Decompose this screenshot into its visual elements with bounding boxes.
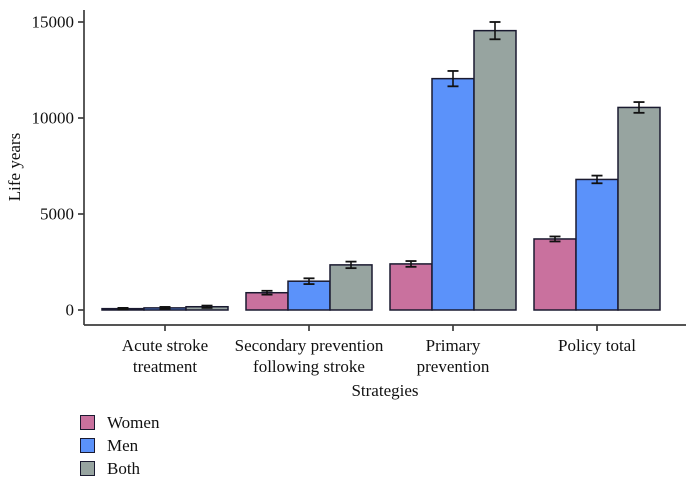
legend-swatch-women xyxy=(80,415,95,430)
bar-both-2 xyxy=(329,264,373,311)
legend-label: Men xyxy=(107,436,139,455)
legend: Women Men Both xyxy=(80,413,159,478)
bar-women-3 xyxy=(389,263,433,311)
bar-both-4 xyxy=(617,106,661,311)
bar-chart: 0 5000 10000 15000 Life years Acute stroke tre… xyxy=(5,10,686,400)
bar-women-4 xyxy=(533,238,577,311)
x-tick-label: treatment xyxy=(133,357,197,376)
legend-swatch-both xyxy=(80,461,95,476)
x-axis-title: Strategies xyxy=(351,381,418,400)
y-tick-label: 10000 xyxy=(32,109,75,128)
x-tick-label: Policy total xyxy=(558,336,636,355)
legend-swatch-men xyxy=(80,438,95,453)
legend-label: Women xyxy=(107,413,160,432)
y-tick-label: 0 xyxy=(66,301,75,320)
y-axis-title: Life years xyxy=(5,133,24,201)
bar-men-2 xyxy=(287,280,331,311)
x-tick-label: following stroke xyxy=(253,357,365,376)
x-tick-label: prevention xyxy=(417,357,490,376)
legend-label: Both xyxy=(107,459,141,478)
x-tick-label: Acute stroke xyxy=(122,336,208,355)
legend-item-both: Both xyxy=(80,459,159,478)
bar-both-3 xyxy=(473,29,517,311)
x-tick-label: Primary xyxy=(426,336,481,355)
y-tick-label: 5000 xyxy=(40,205,74,224)
bar-men-3 xyxy=(431,77,475,311)
x-tick-label: Secondary prevention xyxy=(235,336,384,355)
legend-item-women: Women xyxy=(80,413,159,432)
y-tick-label: 15000 xyxy=(32,13,75,32)
bar-men-4 xyxy=(575,178,619,311)
legend-item-men: Men xyxy=(80,436,159,455)
